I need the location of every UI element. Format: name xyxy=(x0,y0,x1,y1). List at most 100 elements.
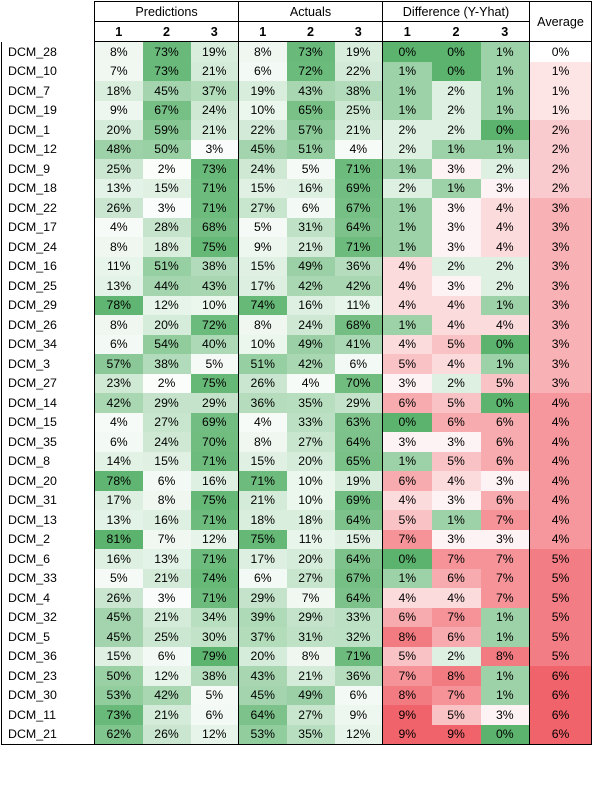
prediction-cell: 40% xyxy=(190,334,239,354)
actual-cell: 49% xyxy=(286,685,335,705)
difference-cell: 7% xyxy=(480,568,530,588)
prediction-cell: 18% xyxy=(94,81,143,101)
actual-cell: 68% xyxy=(334,315,383,335)
row-label: DCM_19 xyxy=(1,100,95,120)
prediction-cell: 81% xyxy=(94,529,143,549)
actual-cell: 45% xyxy=(238,685,287,705)
row-label: DCM_35 xyxy=(1,432,95,452)
prediction-cell: 6% xyxy=(94,334,143,354)
difference-cell: 6% xyxy=(382,607,432,627)
prediction-cell: 71% xyxy=(190,549,239,569)
actual-cell: 64% xyxy=(334,549,383,569)
prediction-cell: 26% xyxy=(142,724,191,745)
actual-cell: 4% xyxy=(238,412,287,432)
actual-cell: 15% xyxy=(238,178,287,198)
row-label: DCM_8 xyxy=(1,451,95,471)
prediction-cell: 24% xyxy=(142,432,191,452)
table-row: DCM_11 73% 21% 6% 64% 27% 9% 9% 5% 3% 6% xyxy=(1,705,592,725)
difference-cell: 0% xyxy=(431,61,481,81)
difference-cell: 1% xyxy=(431,510,481,530)
average-cell: 2% xyxy=(529,178,592,198)
actual-cell: 10% xyxy=(238,334,287,354)
row-label: DCM_34 xyxy=(1,334,95,354)
actual-cell: 18% xyxy=(238,510,287,530)
actual-cell: 70% xyxy=(334,373,383,393)
row-label: DCM_13 xyxy=(1,510,95,530)
prediction-cell: 13% xyxy=(94,178,143,198)
row-label: DCM_32 xyxy=(1,607,95,627)
actual-cell: 69% xyxy=(334,490,383,510)
group-header-actuals: Actuals xyxy=(238,1,383,22)
actual-cell: 64% xyxy=(334,510,383,530)
prediction-cell: 38% xyxy=(142,354,191,374)
average-cell: 3% xyxy=(529,334,592,354)
difference-cell: 1% xyxy=(431,178,481,198)
average-cell: 4% xyxy=(529,490,592,510)
prediction-cell: 67% xyxy=(142,100,191,120)
actual-cell: 9% xyxy=(238,237,287,257)
actual-cell: 15% xyxy=(334,529,383,549)
actual-cell: 19% xyxy=(334,41,383,62)
actual-cell: 71% xyxy=(334,159,383,179)
table-row: DCM_13 13% 16% 71% 18% 18% 64% 5% 1% 7% 4% xyxy=(1,510,592,530)
prediction-cell: 62% xyxy=(94,724,143,745)
difference-cell: 3% xyxy=(431,529,481,549)
difference-cell: 2% xyxy=(382,139,432,159)
difference-cell: 2% xyxy=(431,120,481,140)
difference-cell: 1% xyxy=(480,100,530,120)
prediction-cell: 12% xyxy=(142,295,191,315)
actual-cell: 19% xyxy=(334,471,383,491)
row-label: DCM_14 xyxy=(1,393,95,413)
average-cell: 2% xyxy=(529,159,592,179)
table-row: DCM_33 5% 21% 74% 6% 27% 67% 1% 6% 7% 5% xyxy=(1,568,592,588)
row-label: DCM_25 xyxy=(1,276,95,296)
actual-cell: 8% xyxy=(286,646,335,666)
average-cell: 6% xyxy=(529,705,592,725)
actual-cell: 26% xyxy=(238,373,287,393)
prediction-cell: 71% xyxy=(190,451,239,471)
actual-cell: 33% xyxy=(334,607,383,627)
prediction-cell: 38% xyxy=(190,256,239,276)
row-label: DCM_29 xyxy=(1,295,95,315)
table-row: DCM_9 25% 2% 73% 24% 5% 71% 1% 3% 2% 2% xyxy=(1,159,592,179)
average-cell: 3% xyxy=(529,276,592,296)
difference-cell: 3% xyxy=(431,490,481,510)
difference-cell: 4% xyxy=(480,315,530,335)
row-label: DCM_27 xyxy=(1,373,95,393)
actual-cell: 21% xyxy=(238,490,287,510)
difference-cell: 8% xyxy=(431,666,481,686)
prediction-cell: 44% xyxy=(142,276,191,296)
prediction-cell: 72% xyxy=(190,315,239,335)
table-row: DCM_24 8% 18% 75% 9% 21% 71% 1% 3% 4% 3% xyxy=(1,237,592,257)
actual-cell: 35% xyxy=(286,393,335,413)
actual-cell: 67% xyxy=(334,568,383,588)
actual-cell: 8% xyxy=(238,41,287,62)
subheader: 3 xyxy=(334,21,383,42)
row-label: DCM_18 xyxy=(1,178,95,198)
difference-cell: 6% xyxy=(431,568,481,588)
actual-cell: 75% xyxy=(238,529,287,549)
prediction-cell: 23% xyxy=(94,373,143,393)
table-row: DCM_14 42% 29% 29% 36% 35% 29% 6% 5% 0% 4% xyxy=(1,393,592,413)
actual-cell: 41% xyxy=(334,334,383,354)
prediction-cell: 73% xyxy=(94,705,143,725)
actual-cell: 24% xyxy=(286,315,335,335)
prediction-cell: 15% xyxy=(94,646,143,666)
difference-cell: 4% xyxy=(382,256,432,276)
difference-cell: 4% xyxy=(382,295,432,315)
difference-cell: 1% xyxy=(382,237,432,257)
difference-cell: 0% xyxy=(480,120,530,140)
prediction-cell: 71% xyxy=(190,198,239,218)
actual-cell: 71% xyxy=(334,237,383,257)
difference-cell: 5% xyxy=(431,705,481,725)
prediction-cell: 50% xyxy=(94,666,143,686)
actual-cell: 6% xyxy=(238,568,287,588)
difference-cell: 6% xyxy=(480,432,530,452)
actual-cell: 5% xyxy=(286,159,335,179)
prediction-cell: 9% xyxy=(94,100,143,120)
table-row: DCM_2 81% 7% 12% 75% 11% 15% 7% 3% 3% 4% xyxy=(1,529,592,549)
actual-cell: 74% xyxy=(238,295,287,315)
difference-cell: 5% xyxy=(431,393,481,413)
difference-cell: 4% xyxy=(431,295,481,315)
table-row: DCM_34 6% 54% 40% 10% 49% 41% 4% 5% 0% 3% xyxy=(1,334,592,354)
